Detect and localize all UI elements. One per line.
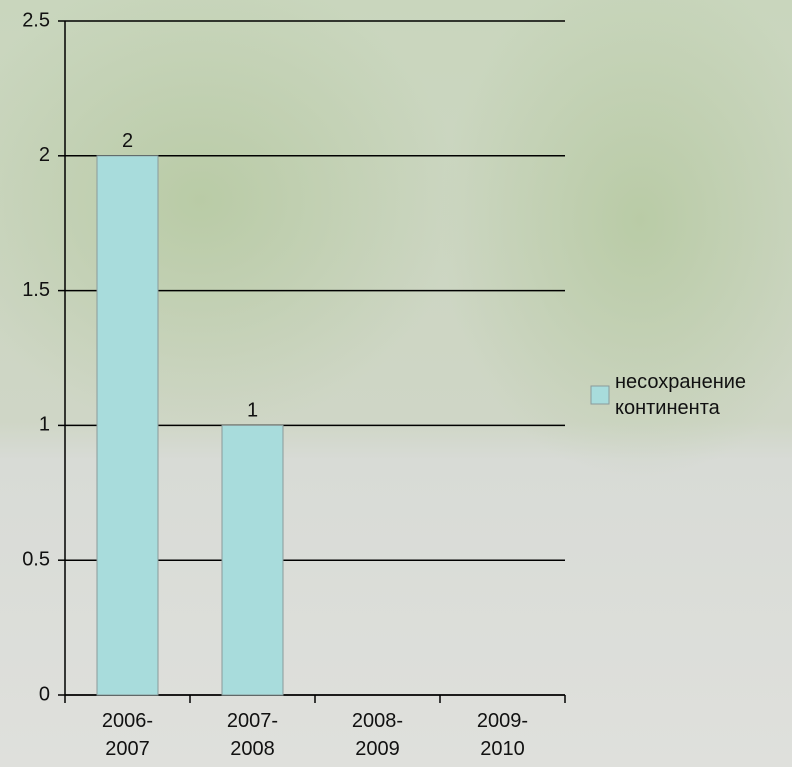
- x-tick-label: 2007-2008: [227, 710, 278, 760]
- x-tick-label: 2009-2010: [477, 710, 528, 760]
- x-tick-label: 2008-2009: [352, 710, 403, 760]
- background-tree: [440, 0, 792, 480]
- y-tick-label: 0.5: [22, 548, 50, 570]
- data-label: 1: [247, 400, 258, 422]
- data-label: 2: [122, 130, 133, 152]
- legend-label: несохранение континента: [615, 371, 746, 419]
- bar: [96, 155, 159, 696]
- x-tick-label: 2006-2007: [102, 710, 153, 760]
- y-tick-label: 1.5: [22, 279, 50, 301]
- y-tick-label: 1: [39, 414, 50, 436]
- y-tick-label: 2: [39, 144, 50, 166]
- y-tick-label: 0: [39, 683, 50, 705]
- y-tick-label: 2.5: [22, 9, 50, 31]
- legend-swatch: [590, 385, 610, 405]
- bar: [221, 424, 284, 696]
